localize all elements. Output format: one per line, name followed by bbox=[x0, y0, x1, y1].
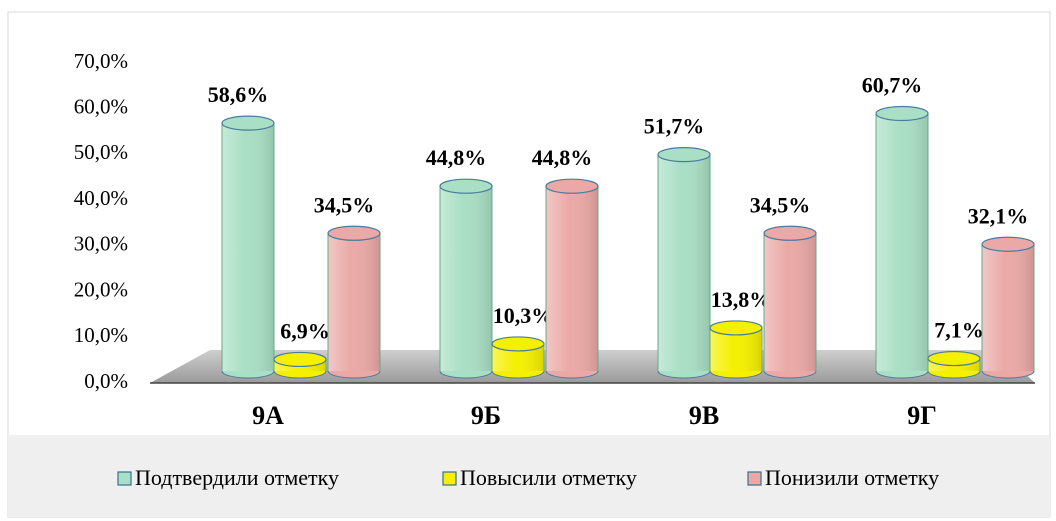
bar-top bbox=[875, 105, 929, 122]
bar-shade bbox=[222, 123, 274, 371]
value-label: 60,7% bbox=[862, 73, 923, 98]
value-label: 10,3% bbox=[493, 303, 554, 328]
bar-top bbox=[439, 178, 493, 194]
bar-top bbox=[273, 351, 327, 368]
value-label: 32,1% bbox=[968, 203, 1029, 228]
value-label: 34,5% bbox=[314, 192, 375, 217]
y-tick-label: 50,0% bbox=[74, 140, 128, 164]
legend-band bbox=[8, 435, 1050, 517]
bar-shade bbox=[546, 186, 598, 371]
y-tick-label: 30,0% bbox=[74, 232, 128, 256]
value-label: 58,6% bbox=[208, 82, 269, 107]
bar-shade bbox=[328, 233, 380, 371]
bar-top bbox=[327, 225, 381, 241]
value-label: 44,8% bbox=[532, 145, 593, 170]
x-tick-label: 9Б bbox=[471, 401, 501, 430]
bar-shade bbox=[440, 186, 492, 371]
y-tick-label: 70,0% bbox=[74, 49, 128, 73]
value-label: 34,5% bbox=[750, 192, 811, 217]
bar-top bbox=[709, 320, 763, 336]
value-label: 7,1% bbox=[934, 318, 984, 343]
value-label: 44,8% bbox=[426, 145, 487, 170]
bar-shade bbox=[876, 113, 928, 371]
bar-shade bbox=[764, 233, 816, 371]
y-tick-label: 10,0% bbox=[74, 323, 128, 347]
bar-shade bbox=[982, 244, 1034, 371]
value-label: 6,9% bbox=[280, 319, 330, 344]
x-tick-label: 9А bbox=[252, 401, 284, 430]
legend-label: Понизили отметку bbox=[765, 465, 939, 490]
bar-top bbox=[927, 350, 981, 367]
y-tick-label: 20,0% bbox=[74, 277, 128, 301]
y-tick-label: 0,0% bbox=[84, 369, 128, 393]
bar-top bbox=[657, 147, 711, 163]
legend-label: Подтвердили отметку bbox=[135, 465, 339, 490]
bar-top bbox=[221, 115, 275, 131]
bar-top bbox=[981, 236, 1035, 252]
y-tick-label: 60,0% bbox=[74, 95, 128, 119]
y-tick-label: 40,0% bbox=[74, 186, 128, 210]
legend-label: Повысили отметку bbox=[460, 465, 637, 490]
legend-swatch bbox=[442, 471, 457, 486]
bar-top bbox=[545, 178, 599, 194]
bar-top bbox=[491, 336, 545, 352]
x-tick-label: 9В bbox=[689, 401, 719, 430]
legend-swatch bbox=[747, 471, 762, 486]
legend-swatch bbox=[117, 471, 132, 486]
bar-shade bbox=[658, 154, 710, 371]
value-label: 13,8% bbox=[711, 287, 772, 312]
x-tick-label: 9Г bbox=[907, 401, 937, 430]
value-label: 51,7% bbox=[644, 114, 705, 139]
bar-top bbox=[763, 225, 817, 241]
